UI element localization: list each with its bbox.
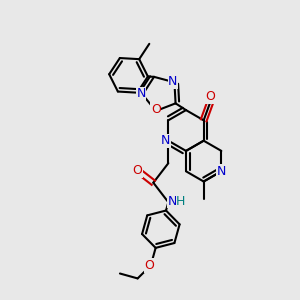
Text: N: N [168, 75, 178, 88]
Text: O: O [144, 259, 154, 272]
Text: H: H [176, 195, 186, 208]
Text: N: N [161, 134, 171, 147]
Text: N: N [136, 87, 146, 100]
Text: N: N [217, 165, 226, 178]
Text: N: N [167, 195, 177, 208]
Text: O: O [133, 164, 142, 177]
Text: O: O [151, 103, 161, 116]
Text: O: O [206, 90, 216, 103]
